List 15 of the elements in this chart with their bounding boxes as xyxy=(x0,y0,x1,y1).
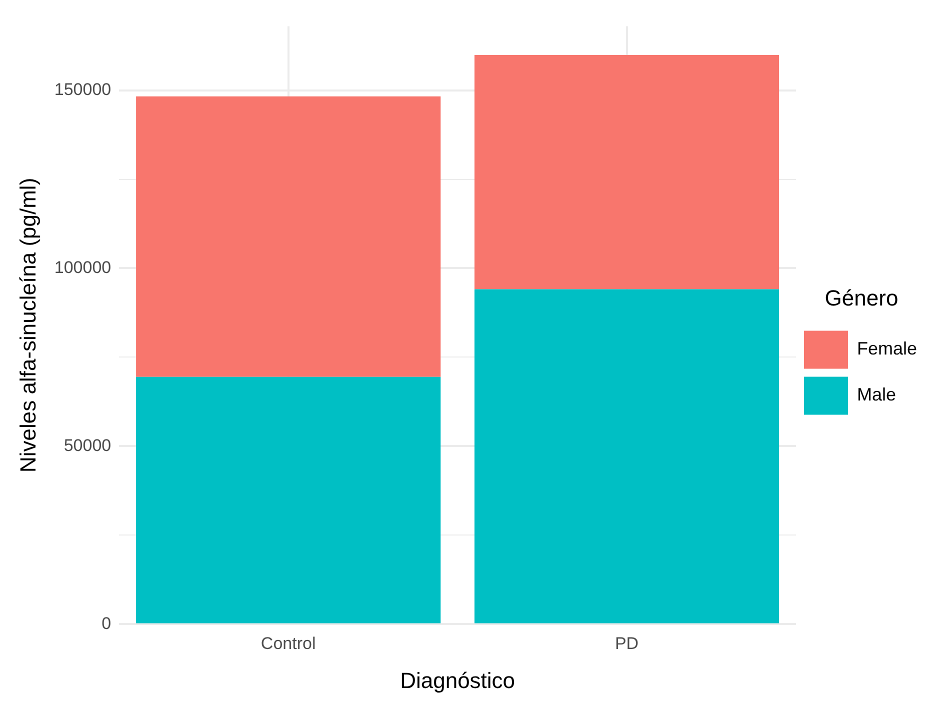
bar xyxy=(474,289,780,624)
y-tick-label: 100000 xyxy=(54,258,112,277)
bar xyxy=(136,96,441,377)
x-tick-label: PD xyxy=(614,634,639,654)
legend-label: Male xyxy=(856,384,896,405)
y-tick-label: 50000 xyxy=(64,436,112,455)
bar xyxy=(474,55,780,290)
y-tick-label: 0 xyxy=(102,614,112,633)
x-axis-title: Diagnóstico xyxy=(400,668,516,693)
legend-label: Female xyxy=(856,338,918,359)
legend-title: Género xyxy=(824,285,898,310)
y-axis-title: Niveles alfa-sinucleína (pg/ml) xyxy=(15,178,40,473)
bar xyxy=(136,376,441,624)
x-tick-label: Control xyxy=(260,634,316,654)
y-tick-label: 150000 xyxy=(54,80,112,99)
